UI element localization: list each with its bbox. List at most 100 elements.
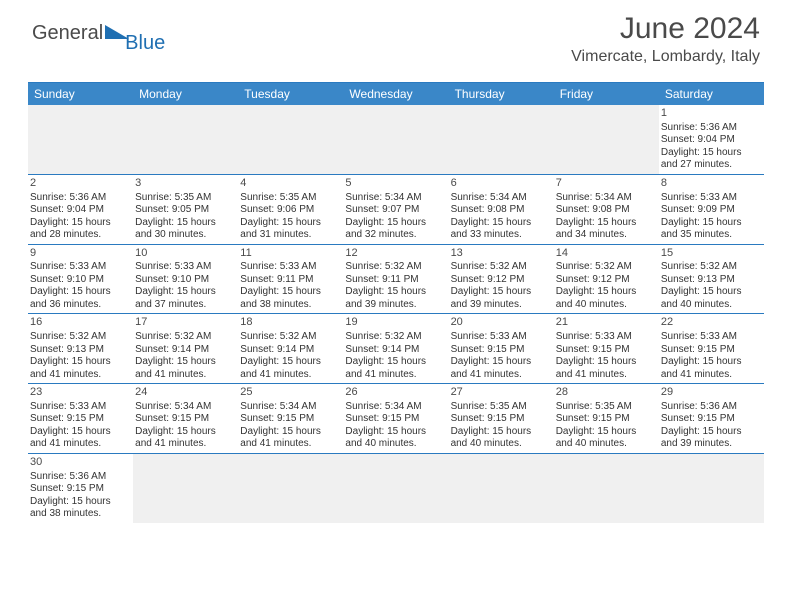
daylight-line: Daylight: 15 hours and 34 minutes. xyxy=(556,217,655,242)
day-cell: 14Sunrise: 5:32 AMSunset: 9:12 PMDayligh… xyxy=(554,245,659,314)
day-header-cell: Wednesday xyxy=(343,83,448,105)
daylight-line: Daylight: 15 hours and 39 minutes. xyxy=(451,286,550,311)
sunrise-line: Sunrise: 5:35 AM xyxy=(240,192,339,205)
day-number: 24 xyxy=(135,386,234,400)
sunrise-line: Sunrise: 5:34 AM xyxy=(451,192,550,205)
sunrise-line: Sunrise: 5:33 AM xyxy=(556,331,655,344)
day-number: 7 xyxy=(556,177,655,191)
day-number: 29 xyxy=(661,386,760,400)
sunrise-line: Sunrise: 5:32 AM xyxy=(345,331,444,344)
daylight-line: Daylight: 15 hours and 39 minutes. xyxy=(661,426,760,451)
sunset-line: Sunset: 9:11 PM xyxy=(240,274,339,287)
sunrise-line: Sunrise: 5:32 AM xyxy=(135,331,234,344)
sunset-line: Sunset: 9:04 PM xyxy=(661,134,760,147)
day-cell: 2Sunrise: 5:36 AMSunset: 9:04 PMDaylight… xyxy=(28,175,133,244)
sunrise-line: Sunrise: 5:36 AM xyxy=(661,122,760,135)
logo-word1: General xyxy=(32,22,103,45)
page-title: June 2024 xyxy=(571,12,760,46)
sunrise-line: Sunrise: 5:32 AM xyxy=(661,261,760,274)
sunset-line: Sunset: 9:11 PM xyxy=(345,274,444,287)
day-cell: 8Sunrise: 5:33 AMSunset: 9:09 PMDaylight… xyxy=(659,175,764,244)
daylight-line: Daylight: 15 hours and 39 minutes. xyxy=(345,286,444,311)
daylight-line: Daylight: 15 hours and 31 minutes. xyxy=(240,217,339,242)
day-number: 12 xyxy=(345,247,444,261)
day-number: 20 xyxy=(451,316,550,330)
daylight-line: Daylight: 15 hours and 37 minutes. xyxy=(135,286,234,311)
empty-cell xyxy=(133,454,238,523)
day-header-row: SundayMondayTuesdayWednesdayThursdayFrid… xyxy=(28,83,764,105)
daylight-line: Daylight: 15 hours and 40 minutes. xyxy=(661,286,760,311)
sunset-line: Sunset: 9:12 PM xyxy=(451,274,550,287)
day-number: 21 xyxy=(556,316,655,330)
day-cell: 7Sunrise: 5:34 AMSunset: 9:08 PMDaylight… xyxy=(554,175,659,244)
day-number: 10 xyxy=(135,247,234,261)
daylight-line: Daylight: 15 hours and 28 minutes. xyxy=(30,217,129,242)
sunset-line: Sunset: 9:15 PM xyxy=(451,413,550,426)
sunrise-line: Sunrise: 5:32 AM xyxy=(240,331,339,344)
sunset-line: Sunset: 9:15 PM xyxy=(661,344,760,357)
sunset-line: Sunset: 9:08 PM xyxy=(556,204,655,217)
daylight-line: Daylight: 15 hours and 40 minutes. xyxy=(345,426,444,451)
day-number: 17 xyxy=(135,316,234,330)
sunrise-line: Sunrise: 5:33 AM xyxy=(661,331,760,344)
daylight-line: Daylight: 15 hours and 33 minutes. xyxy=(451,217,550,242)
calendar: SundayMondayTuesdayWednesdayThursdayFrid… xyxy=(28,82,764,523)
sunset-line: Sunset: 9:14 PM xyxy=(240,344,339,357)
sunrise-line: Sunrise: 5:32 AM xyxy=(345,261,444,274)
week-row: 9 Sunrise: 5:33 AM Sunset: 9:10 PM Daylight… xyxy=(28,245,764,315)
day-cell: 12Sunrise: 5:32 AMSunset: 9:11 PMDayligh… xyxy=(343,245,448,314)
day-cell: 29Sunrise: 5:36 AMSunset: 9:15 PMDayligh… xyxy=(659,384,764,453)
day-number: 2 xyxy=(30,177,129,191)
sunrise-line: Sunrise: 5:32 AM xyxy=(30,331,129,344)
day-cell: 18Sunrise: 5:32 AMSunset: 9:14 PMDayligh… xyxy=(238,314,343,383)
sunset-line: Sunset: 9:12 PM xyxy=(556,274,655,287)
day-number: 13 xyxy=(451,247,550,261)
sunrise-line: Sunrise: 5:36 AM xyxy=(30,471,129,484)
empty-cell xyxy=(343,105,448,174)
day-cell: 28Sunrise: 5:35 AMSunset: 9:15 PMDayligh… xyxy=(554,384,659,453)
week-row: 1Sunrise: 5:36 AMSunset: 9:04 PMDaylight… xyxy=(28,105,764,175)
daylight-line: Daylight: 15 hours and 41 minutes. xyxy=(135,356,234,381)
daylight-line: Daylight: 15 hours and 30 minutes. xyxy=(135,217,234,242)
daylight-line: Daylight: 15 hours and 40 minutes. xyxy=(556,426,655,451)
sunset-line: Sunset: 9:15 PM xyxy=(661,413,760,426)
daylight-line: Daylight: 15 hours and 27 minutes. xyxy=(661,147,760,172)
week-row: 16Sunrise: 5:32 AMSunset: 9:13 PMDayligh… xyxy=(28,314,764,384)
sunset-line: Sunset: 9:14 PM xyxy=(135,344,234,357)
empty-cell xyxy=(238,105,343,174)
day-cell: 9Sunrise: 5:33 AMSunset: 9:10 PMDaylight… xyxy=(28,245,133,314)
day-number: 22 xyxy=(661,316,760,330)
day-number: 16 xyxy=(30,316,129,330)
daylight-line: Daylight: 15 hours and 41 minutes. xyxy=(661,356,760,381)
empty-cell xyxy=(449,454,554,523)
day-header-cell: Friday xyxy=(554,83,659,105)
sunrise-line: Sunrise: 5:33 AM xyxy=(451,331,550,344)
day-cell: 22Sunrise: 5:33 AMSunset: 9:15 PMDayligh… xyxy=(659,314,764,383)
empty-cell xyxy=(28,105,133,174)
week-row: 23Sunrise: 5:33 AMSunset: 9:15 PMDayligh… xyxy=(28,384,764,454)
sunrise-line: Sunrise: 5:33 AM xyxy=(135,261,234,274)
sunrise-line: Sunrise: 5:33 AM xyxy=(30,401,129,414)
empty-cell xyxy=(343,454,448,523)
empty-cell xyxy=(659,454,764,523)
sunrise-line: Sunrise: 5:34 AM xyxy=(135,401,234,414)
day-number: 9 xyxy=(30,247,129,261)
daylight-line: Daylight: 15 hours and 32 minutes. xyxy=(345,217,444,242)
day-cell: 4Sunrise: 5:35 AMSunset: 9:06 PMDaylight… xyxy=(238,175,343,244)
sunrise-line: Sunrise: 5:36 AM xyxy=(30,192,129,205)
day-number: 25 xyxy=(240,386,339,400)
sunrise-line: Sunrise: 5:35 AM xyxy=(556,401,655,414)
daylight-line: Daylight: 15 hours and 38 minutes. xyxy=(30,496,129,521)
day-number: 18 xyxy=(240,316,339,330)
day-number: 26 xyxy=(345,386,444,400)
sunset-line: Sunset: 9:07 PM xyxy=(345,204,444,217)
empty-cell xyxy=(449,105,554,174)
day-cell: 15Sunrise: 5:32 AMSunset: 9:13 PMDayligh… xyxy=(659,245,764,314)
sunset-line: Sunset: 9:10 PM xyxy=(30,274,129,287)
day-number: 6 xyxy=(451,177,550,191)
sunset-line: Sunset: 9:15 PM xyxy=(345,413,444,426)
daylight-line: Daylight: 15 hours and 41 minutes. xyxy=(556,356,655,381)
sunset-line: Sunset: 9:13 PM xyxy=(30,344,129,357)
daylight-line: Daylight: 15 hours and 41 minutes. xyxy=(30,426,129,451)
day-number: 5 xyxy=(345,177,444,191)
